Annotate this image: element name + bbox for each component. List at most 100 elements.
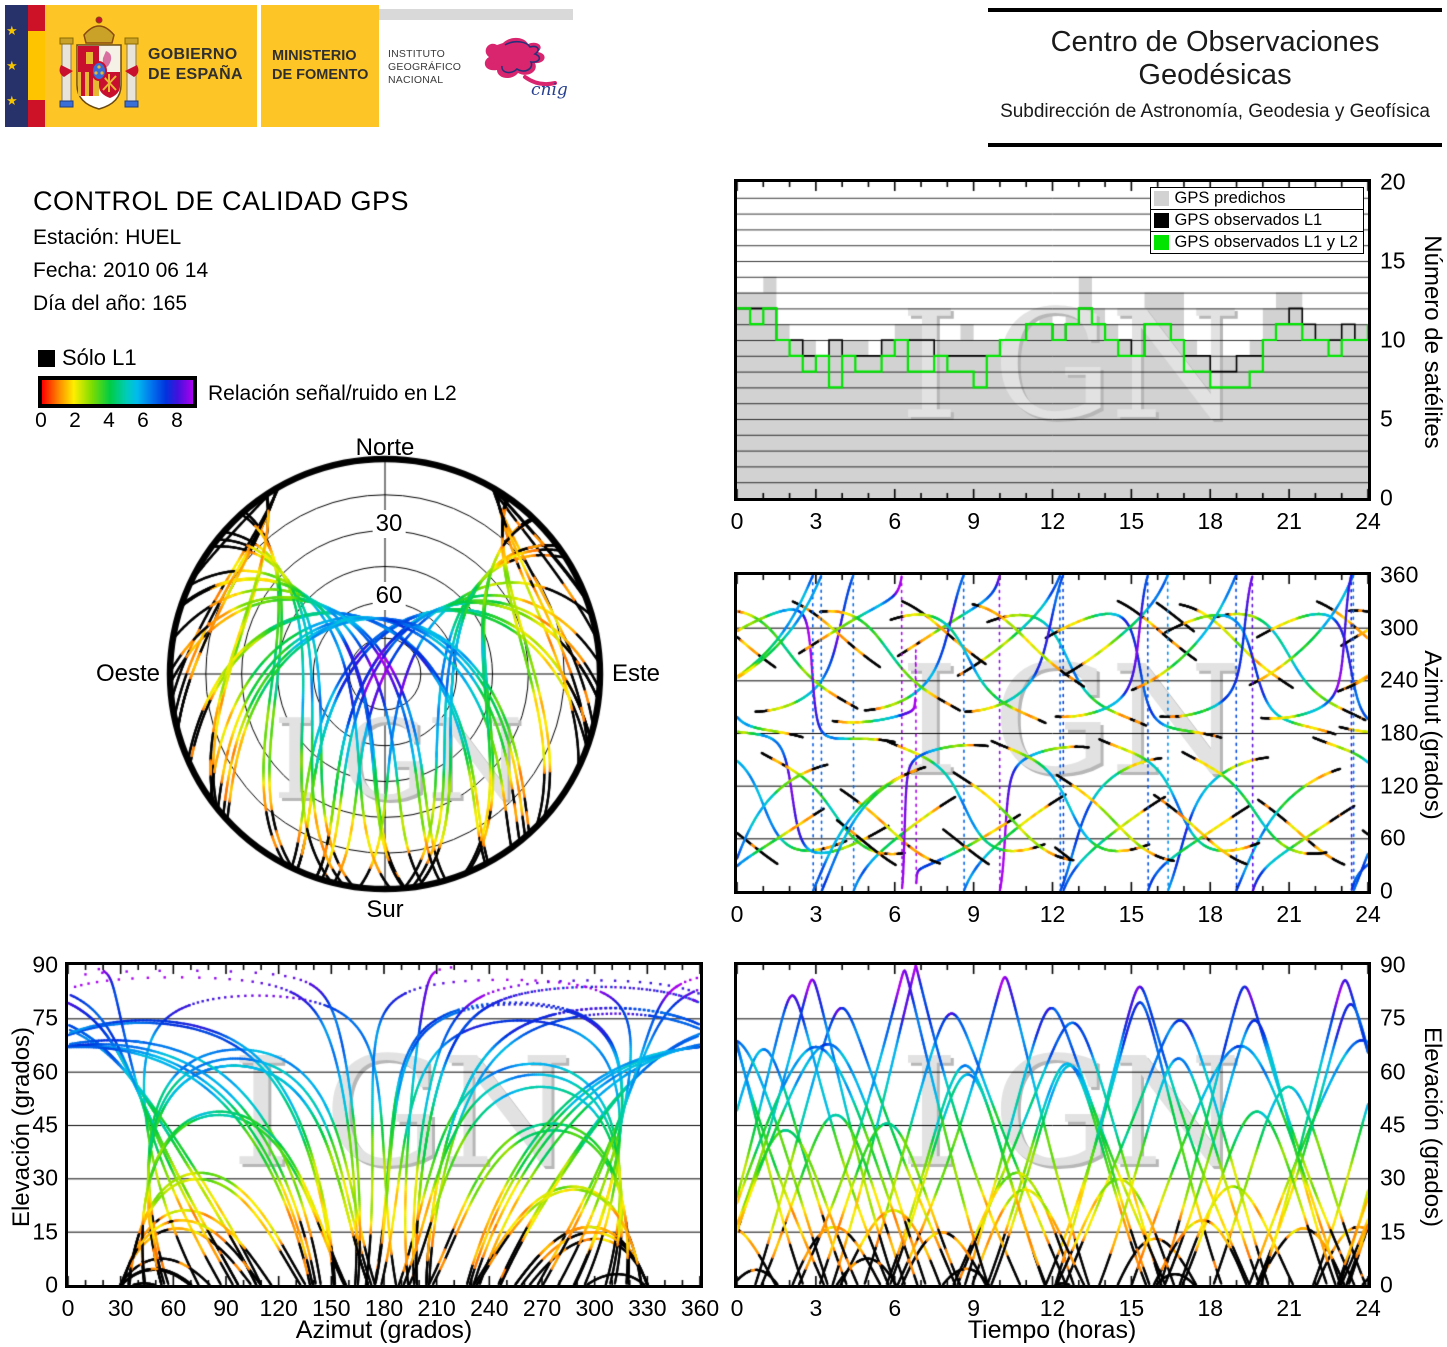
tick-label: 24 <box>1355 508 1381 534</box>
cnig-logo-icon: cnig <box>484 37 567 100</box>
colorbar-tick-label: 4 <box>103 409 115 432</box>
instituto-label: INSTITUTO GEOGRÁFICO NACIONAL <box>388 48 462 86</box>
tick-label: 0 <box>1380 1271 1393 1298</box>
elevacion-azimut-xlabel: Azimut (grados) <box>295 1316 473 1344</box>
tick-label: 330 <box>628 1295 667 1321</box>
elevacion-tiempo-xlabel: Tiempo (horas) <box>967 1316 1137 1344</box>
spain-coat-of-arms-icon <box>59 16 139 110</box>
flag-yellow-band <box>28 31 45 100</box>
tick-label: 300 <box>1380 614 1419 641</box>
legend-swatch-icon <box>1153 191 1169 206</box>
tick-label: 90 <box>32 951 58 978</box>
cnig-label: cnig <box>531 80 567 100</box>
date-line: Fecha: 2010 06 14 <box>33 259 209 282</box>
tick-label: 90 <box>1380 951 1406 978</box>
tick-label: 0 <box>45 1271 58 1298</box>
satellite-count-plot: GPS predichos GPS observados L1 GPS obse… <box>734 179 1371 501</box>
tick-label: 240 <box>470 1295 509 1321</box>
tick-label: 30 <box>32 1164 58 1191</box>
tick-label: 5 <box>1380 405 1393 432</box>
tick-label: 21 <box>1276 901 1302 927</box>
tick-label: 12 <box>1039 901 1066 927</box>
tick-label: 3 <box>809 1295 823 1321</box>
spain-flag-strip <box>28 5 45 127</box>
legend-label: GPS predichos <box>1174 189 1286 207</box>
tick-label: 150 <box>312 1295 351 1321</box>
tick-label: 30 <box>107 1295 134 1321</box>
tick-label: 0 <box>1380 877 1393 904</box>
tick-label: 180 <box>1380 719 1419 746</box>
tick-label: 24 <box>1355 1295 1381 1321</box>
tick-label: 60 <box>160 1295 187 1321</box>
doy-line: Día del año: 165 <box>33 292 188 315</box>
tick-label: 12 <box>1039 1295 1066 1321</box>
azimut-tiempo-plot <box>734 572 1371 894</box>
legend-item: GPS observados L1 y L2 <box>1149 231 1364 254</box>
tick-label: 15 <box>32 1218 58 1245</box>
tick-label: 180 <box>364 1295 404 1321</box>
tick-label: 15 <box>1380 1218 1406 1245</box>
tick-label: 18 <box>1197 901 1224 927</box>
elevacion-azimut-canvas <box>68 965 700 1285</box>
tick-label: 60 <box>32 1058 58 1085</box>
elevacion-azimut-plot <box>65 962 703 1288</box>
flag-red-band <box>28 5 45 31</box>
azimut-tiempo-ylabel: Azimut (grados) <box>1419 650 1446 820</box>
colorbar-label: Relación señal/ruido en L2 <box>208 382 457 405</box>
elevacion-tiempo-plot <box>734 962 1371 1288</box>
center-header: Centro de Observaciones Geodésicas Subdi… <box>988 8 1442 147</box>
tick-label: 240 <box>1380 666 1419 693</box>
ring-60-label: 60 <box>372 582 406 610</box>
ring-30-label: 30 <box>372 510 406 538</box>
gobierno-label: GOBIERNO DE ESPAÑA <box>148 46 243 83</box>
tick-label: 360 <box>680 1295 720 1321</box>
tick-label: 360 <box>1380 561 1419 588</box>
skyplot: Norte Sur Oeste Este 30 60 <box>96 430 660 930</box>
tick-label: 120 <box>1380 772 1419 799</box>
tick-label: 60 <box>1380 1058 1406 1085</box>
star-icon: ★ <box>6 93 18 108</box>
tick-label: 0 <box>730 1295 744 1321</box>
government-logo-block: ★ ★ ★ <box>5 5 573 127</box>
tick-label: 21 <box>1276 1295 1302 1321</box>
legend-label: GPS observados L1 <box>1174 211 1323 229</box>
tick-label: 15 <box>1380 247 1406 274</box>
tick-label: 12 <box>1039 508 1066 534</box>
tick-label: 15 <box>1118 1295 1145 1321</box>
tick-label: 21 <box>1276 508 1302 534</box>
legend-label: GPS observados L1 y L2 <box>1174 233 1358 251</box>
tick-label: 15 <box>1118 901 1145 927</box>
tick-label: 0 <box>730 508 744 534</box>
elevacion-tiempo-canvas <box>737 965 1368 1285</box>
satellite-count-legend: GPS predichos GPS observados L1 GPS obse… <box>1149 187 1364 254</box>
tick-label: 90 <box>213 1295 239 1321</box>
tick-label: 0 <box>730 901 744 927</box>
gobierno-box: GOBIERNO DE ESPAÑA <box>45 5 257 127</box>
star-icon: ★ <box>6 23 18 38</box>
black-swatch-icon <box>38 349 55 367</box>
tick-label: 0 <box>1380 484 1393 511</box>
ign-box: INSTITUTO GEOGRÁFICO NACIONAL cnig <box>379 5 573 127</box>
tick-label: 10 <box>1380 326 1406 353</box>
report-title: CONTROL DE CALIDAD GPS <box>33 186 410 216</box>
tick-label: 60 <box>1380 824 1406 851</box>
colorbar-tick-label: 6 <box>137 409 149 432</box>
tick-label: 270 <box>522 1295 562 1321</box>
eu-stars-strip: ★ ★ ★ <box>5 5 28 127</box>
flag-red-band <box>28 100 45 127</box>
skyplot-south-label: Sur <box>366 896 404 923</box>
tick-label: 75 <box>32 1004 58 1031</box>
tick-label: 0 <box>61 1295 75 1321</box>
skyplot-north-label: Norte <box>355 434 415 461</box>
ign-gray-strip <box>379 9 573 20</box>
tick-label: 300 <box>575 1295 614 1321</box>
tick-label: 120 <box>259 1295 298 1321</box>
center-subtitle: Subdirección de Astronomía, Geodesia y G… <box>1000 101 1430 122</box>
colorbar-tick-label: 8 <box>171 409 183 432</box>
ministerio-box: MINISTERIO DE FOMENTO <box>261 5 379 127</box>
colorbar-tick-label: 0 <box>35 409 47 432</box>
colorbar-tick-label: 2 <box>69 409 81 432</box>
report-info: CONTROL DE CALIDAD GPS Estación: HUEL Fe… <box>33 186 409 316</box>
